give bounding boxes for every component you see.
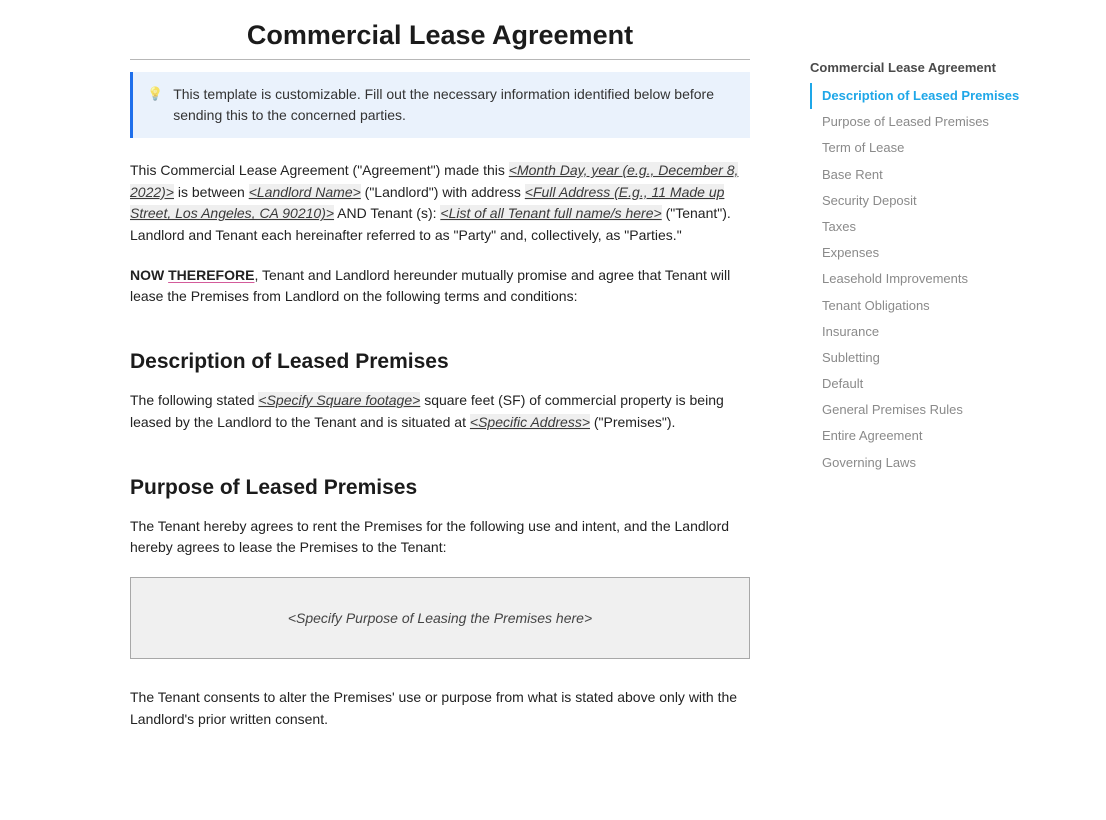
purpose-paragraph-1: The Tenant hereby agrees to rent the Pre… <box>130 516 750 559</box>
fill-premises-address[interactable]: <Specific Address> <box>470 414 590 430</box>
intro-text-1: This Commercial Lease Agreement ("Agreem… <box>130 162 509 178</box>
toc-item[interactable]: Tenant Obligations <box>810 293 1086 319</box>
intro-paragraph: This Commercial Lease Agreement ("Agreem… <box>130 160 750 247</box>
intro-text-4: AND Tenant (s): <box>334 205 440 221</box>
purpose-placeholder-box[interactable]: <Specify Purpose of Leasing the Premises… <box>130 577 750 659</box>
toc-item[interactable]: Term of Lease <box>810 135 1086 161</box>
document-main: Commercial Lease Agreement 💡 This templa… <box>0 0 770 820</box>
table-of-contents: Commercial Lease Agreement Description o… <box>770 0 1106 820</box>
toc-item[interactable]: Expenses <box>810 240 1086 266</box>
intro-text-2: is between <box>174 184 249 200</box>
toc-item[interactable]: Insurance <box>810 319 1086 345</box>
notice-text: This template is customizable. Fill out … <box>173 84 734 126</box>
desc-text-a: The following stated <box>130 392 258 408</box>
purpose-paragraph-2: The Tenant consents to alter the Premise… <box>130 687 750 730</box>
toc-item[interactable]: Security Deposit <box>810 188 1086 214</box>
fill-landlord-name[interactable]: <Landlord Name> <box>249 184 361 200</box>
section-heading-description: Description of Leased Premises <box>130 350 750 374</box>
desc-text-c: ("Premises"). <box>590 414 675 430</box>
toc-item[interactable]: General Premises Rules <box>810 397 1086 423</box>
toc-item[interactable]: Description of Leased Premises <box>810 83 1086 109</box>
fill-tenant-names[interactable]: <List of all Tenant full name/s here> <box>440 205 661 221</box>
intro-text-3: ("Landlord") with address <box>361 184 525 200</box>
now-bold: NOW <box>130 267 164 283</box>
title-divider <box>130 59 750 60</box>
toc-list: Description of Leased PremisesPurpose of… <box>810 83 1086 476</box>
toc-item[interactable]: Subletting <box>810 345 1086 371</box>
toc-item[interactable]: Taxes <box>810 214 1086 240</box>
document-title: Commercial Lease Agreement <box>130 20 750 51</box>
toc-item[interactable]: Entire Agreement <box>810 423 1086 449</box>
toc-item[interactable]: Base Rent <box>810 162 1086 188</box>
toc-item[interactable]: Leasehold Improvements <box>810 266 1086 292</box>
notice-box: 💡 This template is customizable. Fill ou… <box>130 72 750 138</box>
therefore-underlined: THEREFORE <box>168 267 254 283</box>
fill-square-footage[interactable]: <Specify Square footage> <box>258 392 420 408</box>
description-paragraph: The following stated <Specify Square foo… <box>130 390 750 433</box>
lightbulb-icon: 💡 <box>147 84 163 126</box>
toc-title: Commercial Lease Agreement <box>810 60 1086 75</box>
toc-item[interactable]: Governing Laws <box>810 450 1086 476</box>
toc-item[interactable]: Purpose of Leased Premises <box>810 109 1086 135</box>
toc-item[interactable]: Default <box>810 371 1086 397</box>
now-therefore-paragraph: NOW THEREFORE, Tenant and Landlord hereu… <box>130 265 750 308</box>
section-heading-purpose: Purpose of Leased Premises <box>130 476 750 500</box>
